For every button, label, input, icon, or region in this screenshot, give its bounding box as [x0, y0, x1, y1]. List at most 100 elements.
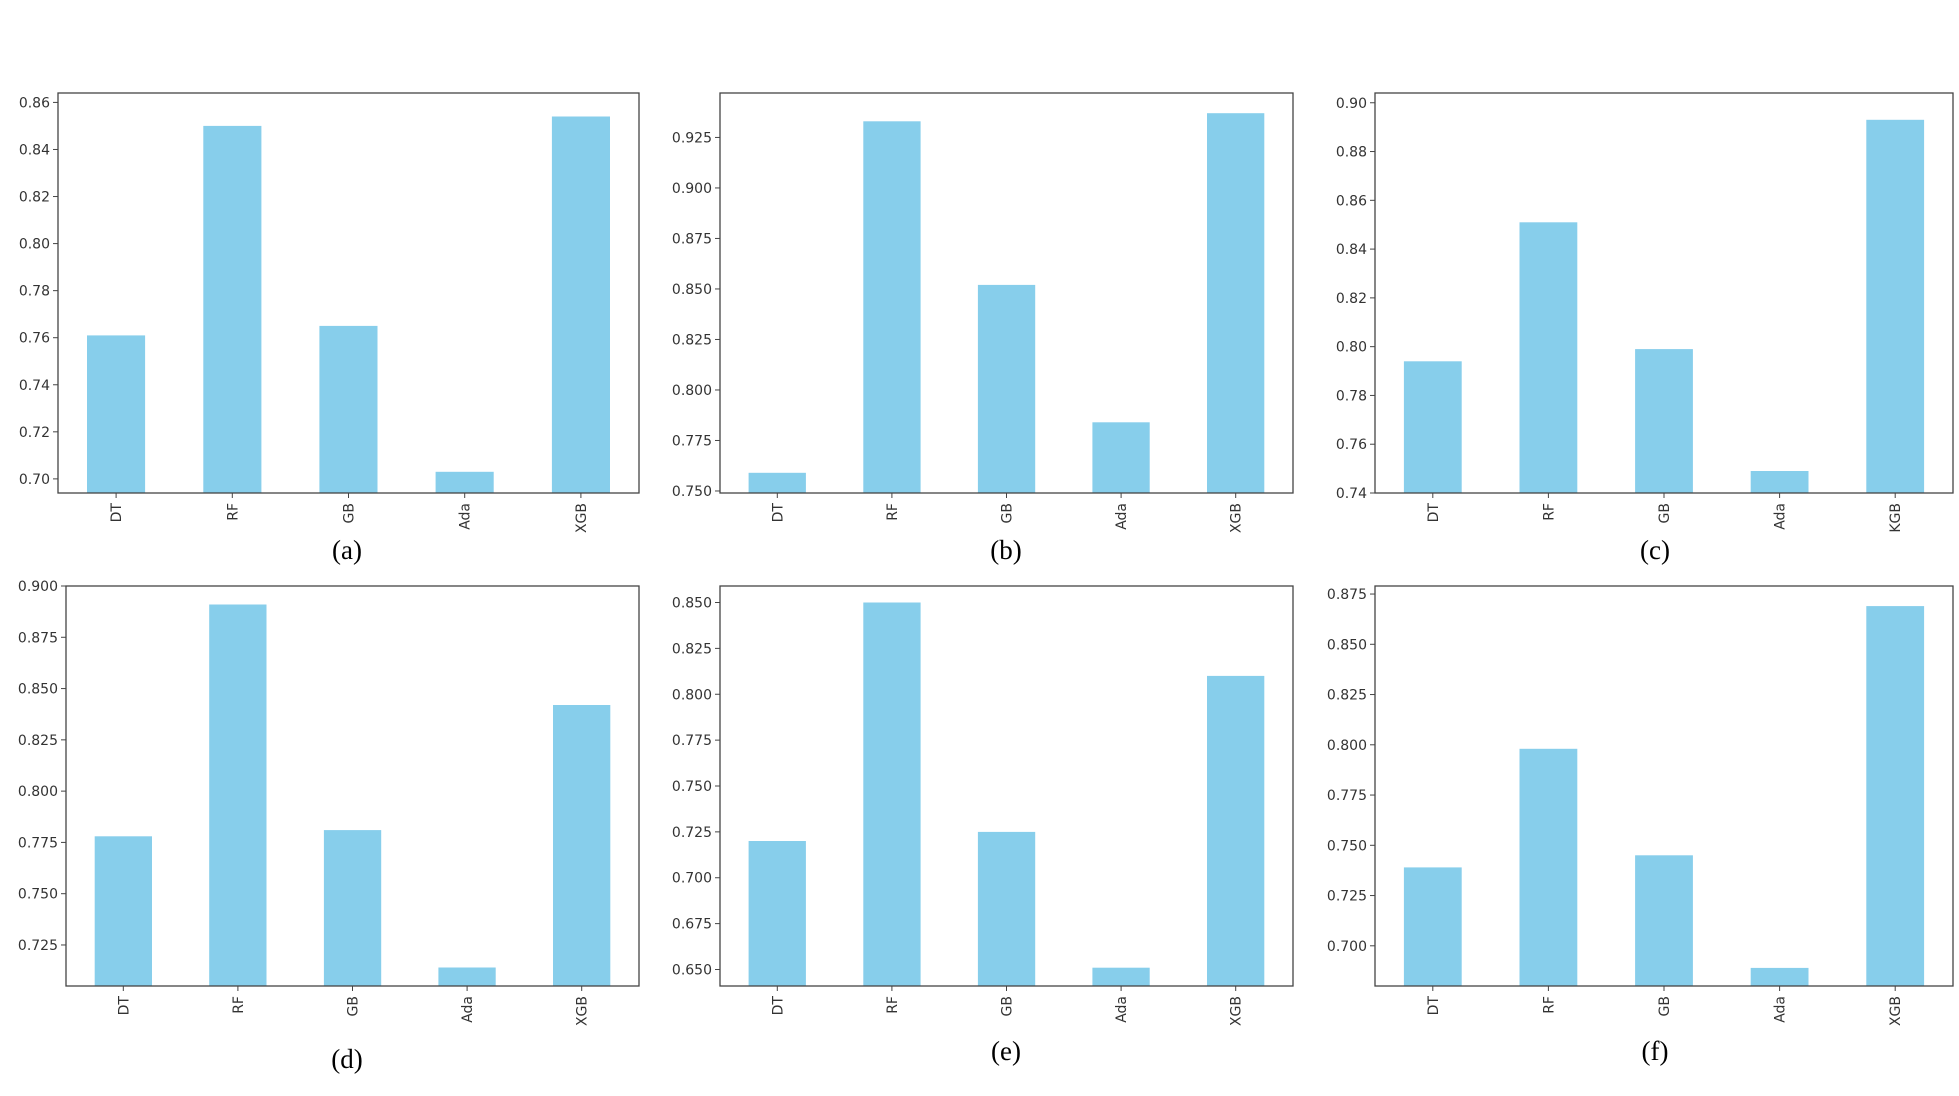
bar-rf	[863, 121, 921, 494]
y-tick-label: 0.750	[672, 779, 712, 795]
bar-rf	[209, 604, 267, 986]
bar-gb	[977, 284, 1036, 493]
y-tick-label: 0.725	[672, 825, 712, 841]
bar-rf	[1519, 222, 1578, 494]
chart-panel-4: DT RF GB Ada XGB 0.725 0.750 0.775 0.800 0.825 0.8…	[18, 579, 640, 1074]
x-tick-label: XGB	[1229, 503, 1245, 533]
y-tick-label: 0.86	[19, 95, 50, 111]
bar-xgb	[551, 116, 610, 493]
x-tick-label: DT	[1426, 503, 1442, 523]
x-tick-label: Ada	[1773, 996, 1789, 1023]
y-tick-label: 0.850	[18, 682, 58, 698]
y-tick-label: 0.90	[1336, 96, 1367, 112]
panel-caption: (b)	[990, 535, 1021, 565]
y-tick-label: 0.925	[672, 130, 712, 146]
y-tick-label: 0.775	[18, 835, 58, 851]
y-tick-label: 0.70	[19, 472, 50, 488]
y-tick-label: 0.825	[1327, 688, 1367, 704]
axes-frame	[719, 585, 1294, 987]
bar-kgb	[1866, 119, 1925, 494]
bar-ada	[1750, 967, 1809, 986]
y-tick-label: 0.775	[672, 733, 712, 749]
x-tick-label: DT	[770, 503, 786, 523]
x-tick-label: DT	[1426, 996, 1442, 1016]
bar-rf	[1519, 748, 1578, 986]
bar-xgb	[553, 705, 611, 986]
bar-gb	[323, 830, 382, 986]
x-tick-label: XGB	[575, 996, 591, 1026]
x-tick-label: RF	[885, 996, 901, 1014]
x-tick-label: Ada	[1114, 503, 1130, 530]
y-tick-label: 0.700	[672, 871, 712, 887]
x-tick-label: DT	[109, 503, 125, 523]
x-tick-label: RF	[1541, 996, 1557, 1014]
y-tick-label: 0.700	[1327, 939, 1367, 955]
bar-ada	[1092, 422, 1150, 493]
x-tick-label: GB	[1657, 996, 1673, 1016]
y-tick-label: 0.650	[672, 962, 712, 978]
y-tick-label: 0.88	[1336, 145, 1367, 161]
x-tick-label: XGB	[1888, 996, 1904, 1026]
y-tick-label: 0.84	[19, 142, 50, 158]
bar-rf	[863, 602, 921, 986]
y-tick-label: 0.900	[672, 181, 712, 197]
axes-frame	[1374, 92, 1954, 494]
x-tick-label: DT	[116, 996, 132, 1016]
x-tick-label: RF	[1541, 503, 1557, 521]
y-tick-label: 0.725	[18, 938, 58, 954]
y-tick-label: 0.775	[672, 433, 712, 449]
bar-gb	[1635, 855, 1693, 986]
chart-panel-5: DT RF GB Ada XGB 0.650 0.675 0.700 0.725 0.750 0.7…	[672, 585, 1294, 1066]
x-tick-label: GB	[1000, 996, 1016, 1016]
y-tick-label: 0.800	[672, 687, 712, 703]
y-tick-label: 0.84	[1336, 242, 1367, 258]
y-tick-label: 0.80	[1336, 340, 1367, 356]
panel-caption: (c)	[1640, 535, 1670, 565]
y-tick-label: 0.78	[19, 284, 50, 300]
bar-xgb	[1866, 606, 1925, 986]
x-tick-label: Ada	[460, 996, 476, 1023]
y-tick-label: 0.800	[1327, 738, 1367, 754]
y-tick-label: 0.875	[18, 630, 58, 646]
panel-caption: (d)	[331, 1044, 362, 1074]
y-tick-label: 0.82	[1336, 291, 1367, 307]
y-tick-label: 0.900	[18, 579, 58, 595]
bar-dt	[748, 472, 806, 493]
chart-panel-3: DT RF GB Ada KGB 0.74 0.76 0.78 0.80 0.82 0.84 0.86…	[1336, 92, 1954, 565]
axes-frame	[1374, 585, 1954, 987]
axes-frame	[65, 585, 640, 987]
y-tick-label: 0.800	[18, 784, 58, 800]
x-tick-label: GB	[342, 503, 358, 523]
x-tick-label: Ada	[1773, 503, 1789, 530]
y-tick-label: 0.750	[672, 484, 712, 500]
axes-frame	[719, 92, 1294, 494]
x-tick-label: RF	[225, 503, 241, 521]
y-tick-label: 0.825	[672, 332, 712, 348]
y-tick-label: 0.875	[1327, 587, 1367, 603]
y-tick-label: 0.86	[1336, 193, 1367, 209]
y-tick-label: 0.750	[1327, 838, 1367, 854]
x-tick-label: GB	[1657, 503, 1673, 523]
bar-rf	[203, 125, 262, 494]
chart-panel-6: DT RF GB Ada XGB 0.700 0.725 0.750 0.775 0.800 0.8…	[1327, 585, 1954, 1066]
chart-panel-2: DT RF GB Ada XGB 0.750 0.775 0.800 0.825 0.850 0.8…	[672, 92, 1294, 565]
y-tick-label: 0.74	[19, 378, 50, 394]
x-tick-label: RF	[885, 503, 901, 521]
axes-frame	[57, 92, 640, 494]
bar-dt	[87, 335, 146, 493]
y-tick-label: 0.74	[1336, 486, 1367, 502]
x-tick-label: DT	[770, 996, 786, 1016]
y-tick-label: 0.775	[1327, 788, 1367, 804]
y-tick-label: 0.850	[1327, 637, 1367, 653]
bar-gb	[1635, 349, 1693, 493]
y-tick-label: 0.78	[1336, 388, 1367, 404]
bar-dt	[1403, 867, 1462, 986]
x-tick-label: Ada	[458, 503, 474, 530]
panel-caption: (f)	[1642, 1036, 1669, 1066]
y-tick-label: 0.80	[19, 237, 50, 253]
x-tick-label: XGB	[1229, 996, 1245, 1026]
y-tick-label: 0.850	[672, 282, 712, 298]
bar-ada	[1092, 967, 1150, 986]
y-tick-label: 0.82	[19, 190, 50, 206]
